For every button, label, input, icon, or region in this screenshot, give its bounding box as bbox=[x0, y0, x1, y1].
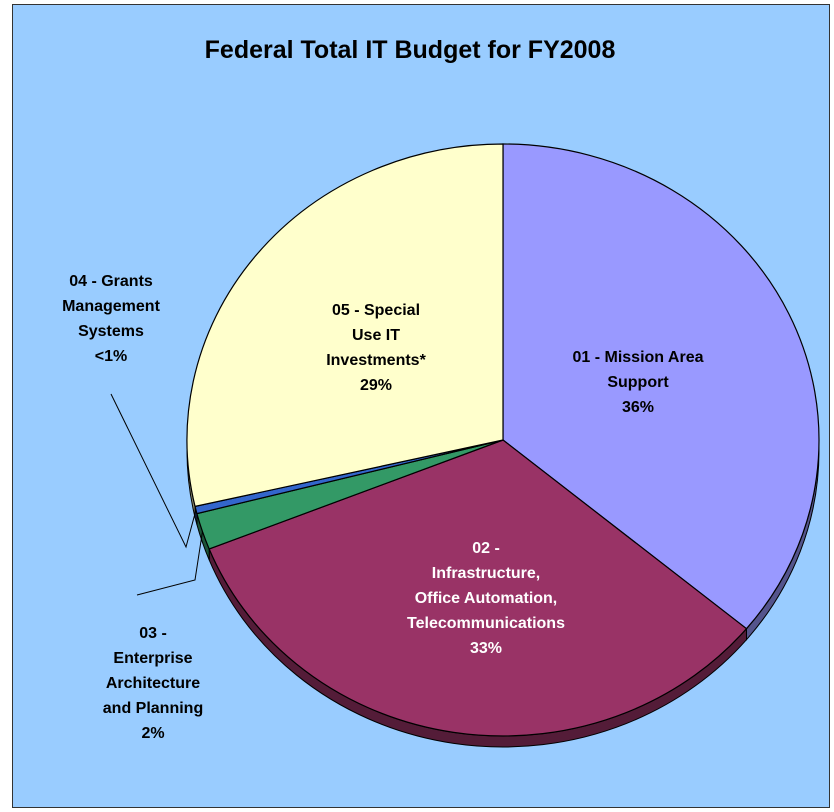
slice-percent: 29% bbox=[360, 377, 392, 394]
slice-label-line: Use IT bbox=[352, 327, 400, 344]
slice-label-line: 03 - bbox=[139, 625, 167, 642]
slice-label-03-enterprise-architecture-and-planning: 03 - Enterprise Architecture and Planning 2% bbox=[103, 625, 203, 742]
pie-slice-02-infrastructure-office-automation-telecommunications bbox=[208, 439, 748, 737]
slice-label-line: 01 - Mission Area bbox=[572, 349, 703, 366]
slice-percent: 36% bbox=[622, 399, 654, 416]
slice-label-line: Systems bbox=[78, 323, 144, 340]
slice-percent: 2% bbox=[141, 725, 164, 742]
pie-chart: Federal Total IT Budget for FY2008 01 - … bbox=[62, 36, 820, 748]
pie-slice-05-special-use-it-investments bbox=[186, 143, 504, 508]
slice-label-05-special-use-it-investments: 05 - Special Use IT Investments* 29% bbox=[326, 302, 426, 394]
slice-label-line: 02 - bbox=[472, 540, 500, 557]
leader-lines bbox=[110, 393, 203, 596]
slice-label-line: Support bbox=[607, 374, 669, 391]
leader-line-04-grants-management-systems bbox=[110, 393, 197, 549]
slice-percent: 33% bbox=[470, 640, 502, 657]
slice-label-line: Investments* bbox=[326, 352, 426, 369]
slice-label-line: and Planning bbox=[103, 700, 203, 717]
slice-labels: 01 - Mission Area Support 36% 02 - Infrastru… bbox=[62, 273, 704, 742]
pie-slice-01-mission-area-support bbox=[502, 143, 820, 630]
slice-label-01-mission-area-support: 01 - Mission Area Support 36% bbox=[572, 349, 703, 416]
slice-label-line: Infrastructure, bbox=[432, 565, 540, 582]
slice-label-line: 05 - Special bbox=[332, 302, 420, 319]
slice-label-line: Architecture bbox=[106, 675, 200, 692]
slice-label-line: Telecommunications bbox=[407, 615, 565, 632]
slice-percent: <1% bbox=[95, 348, 127, 365]
chart-title: Federal Total IT Budget for FY2008 bbox=[205, 36, 616, 64]
slice-label-04-grants-management-systems: 04 - Grants Management Systems <1% bbox=[62, 273, 160, 365]
chart-frame: Federal Total IT Budget for FY2008 01 - … bbox=[12, 4, 830, 808]
leader-line-03-enterprise-architecture-and-planning bbox=[136, 531, 203, 596]
slice-label-line: Management bbox=[62, 298, 160, 315]
slice-label-line: Office Automation, bbox=[415, 590, 558, 607]
pie-slices bbox=[186, 143, 820, 737]
slice-label-line: Enterprise bbox=[113, 650, 192, 667]
slice-label-02-infrastructure-office-automation-telecommunications: 02 - Infrastructure, Office Automation, Tel… bbox=[407, 540, 565, 657]
slice-label-line: 04 - Grants bbox=[69, 273, 153, 290]
